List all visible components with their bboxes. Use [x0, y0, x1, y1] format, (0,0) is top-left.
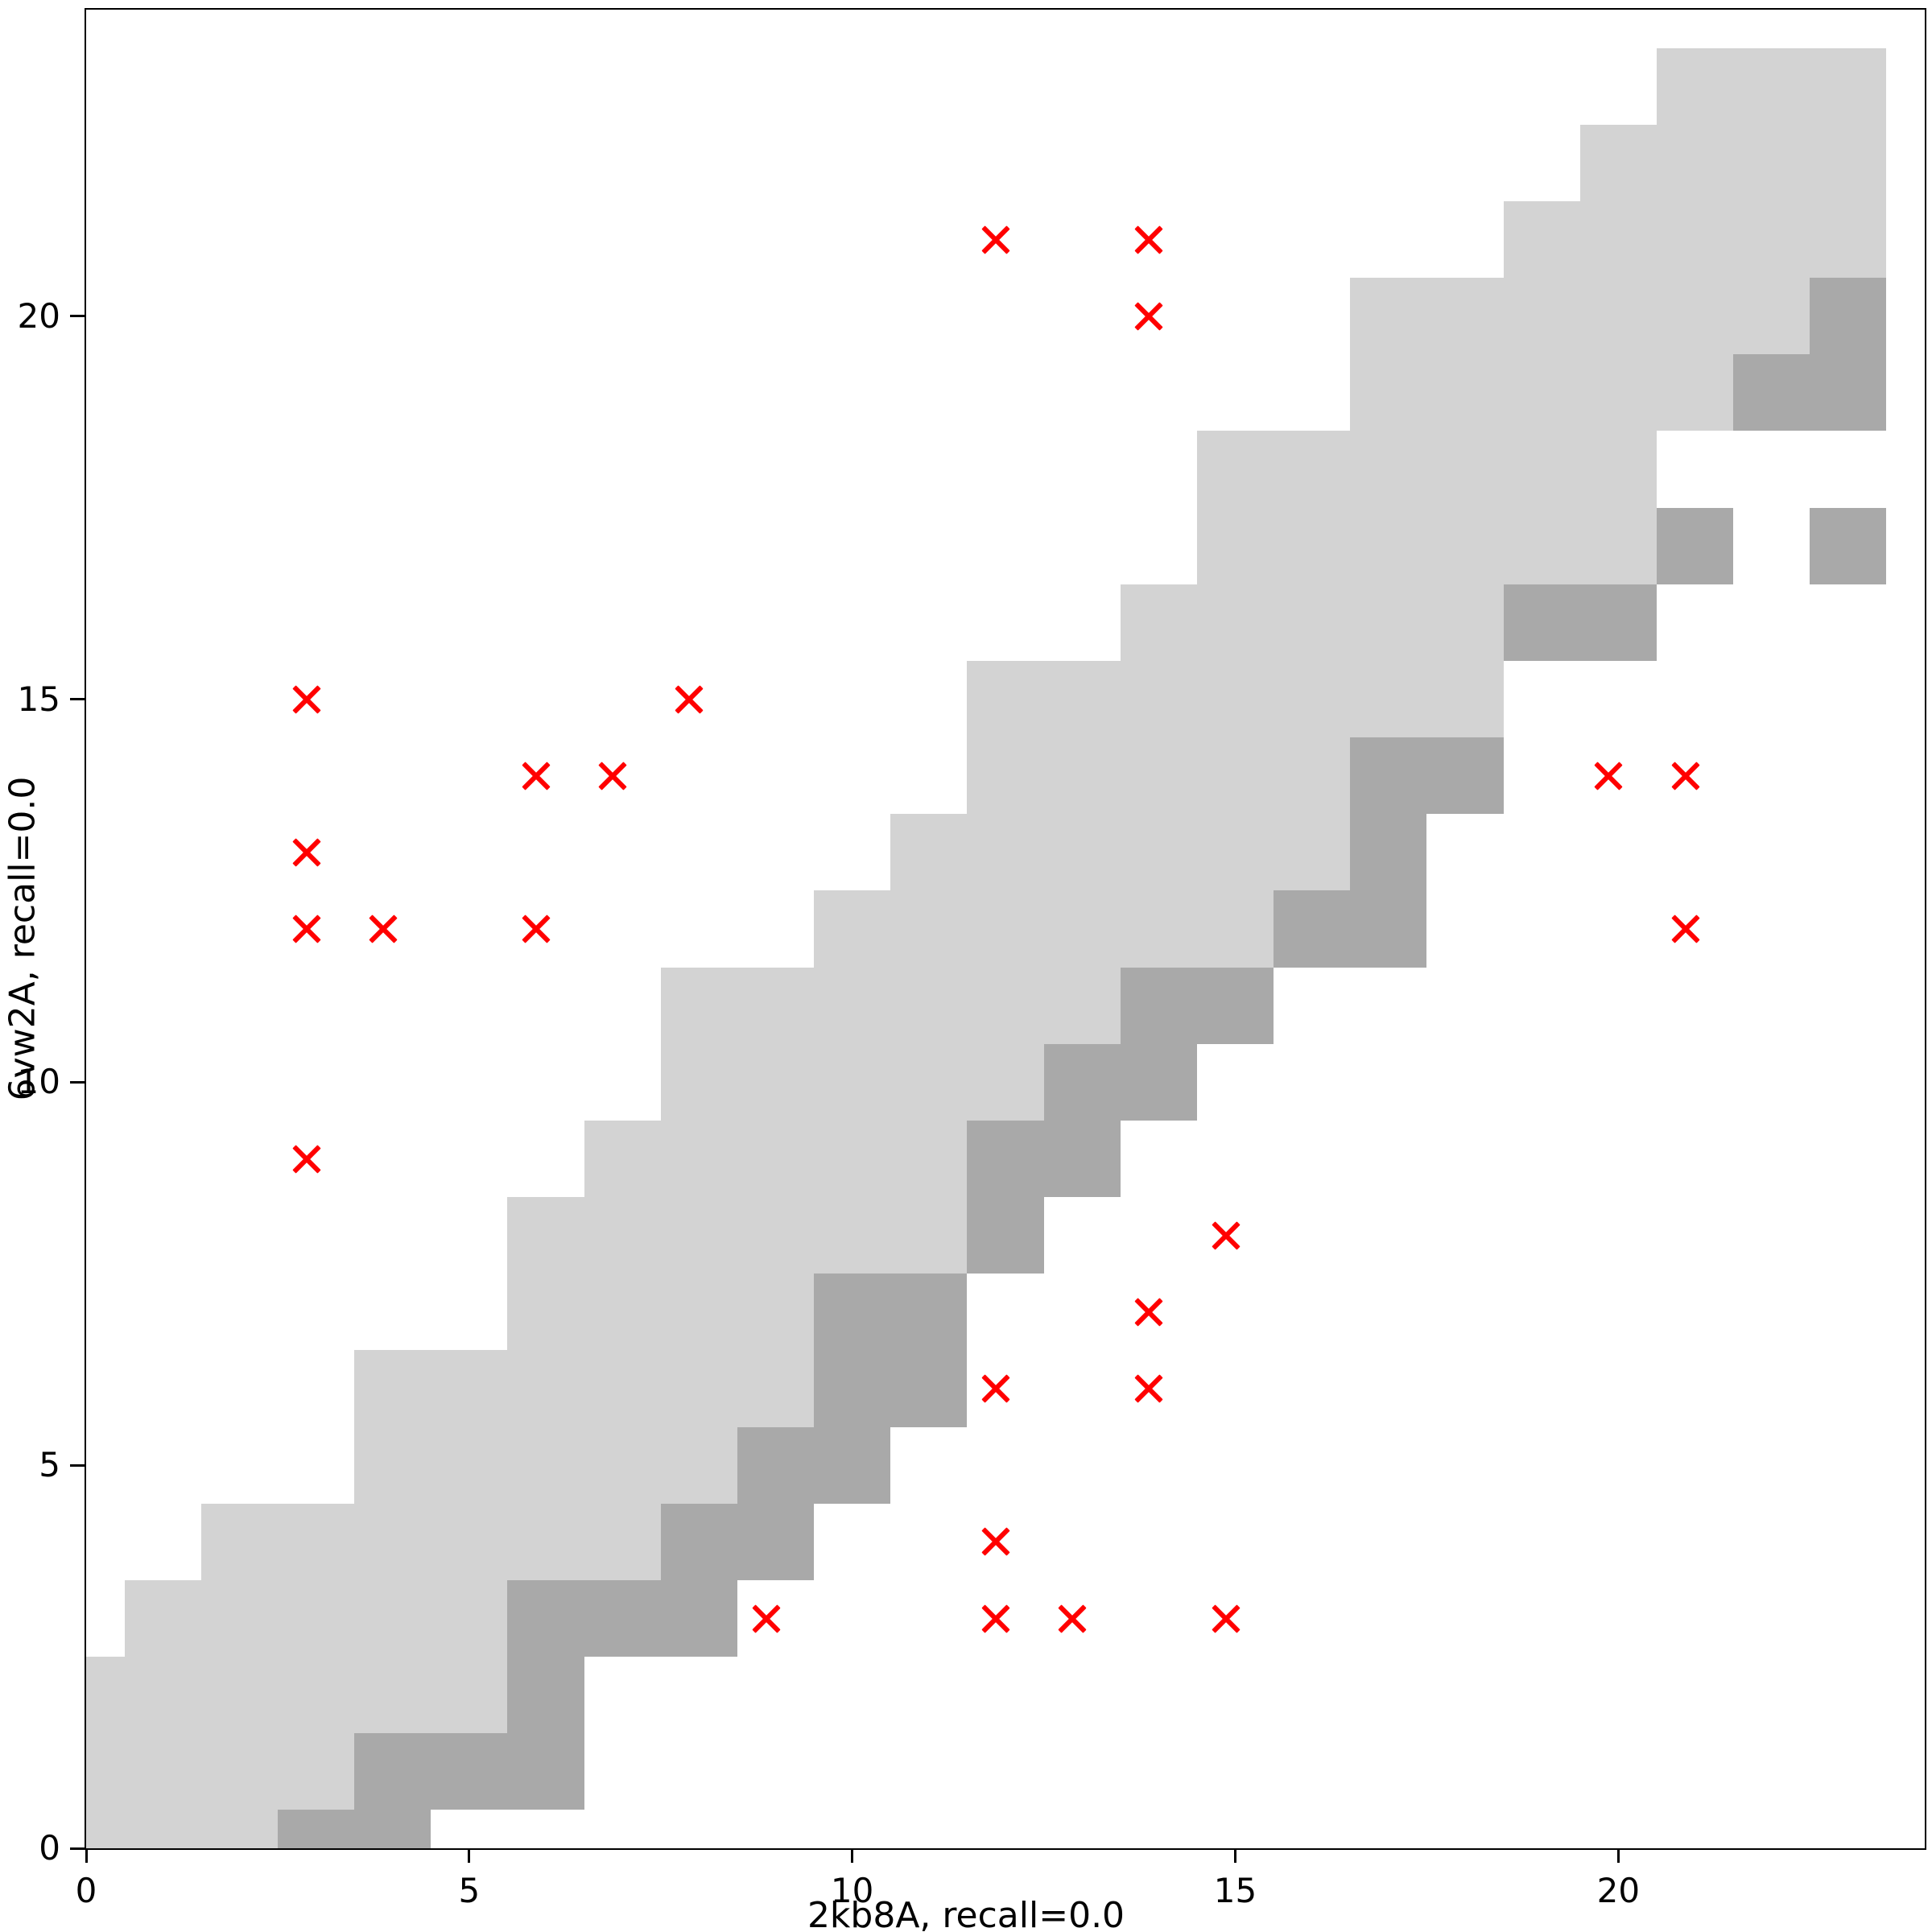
band-cell-dark: [277, 1810, 431, 1848]
x-marker: [598, 761, 627, 791]
band-cell-dark: [737, 1426, 891, 1504]
x-marker: [368, 914, 398, 943]
x-marker: [1134, 301, 1164, 331]
band-cell-dark: [660, 1503, 815, 1580]
band-cell-dark: [967, 1197, 1044, 1274]
band-cell-light: [890, 814, 1427, 891]
x-marker: [981, 1604, 1010, 1633]
plot-area: 0 5 10 15 20 0 5 10 15 20: [18, 8, 1926, 1908]
x-tick: [851, 1848, 854, 1863]
band-cell-dark: [1810, 278, 1887, 355]
band-cell-dark: [1733, 354, 1887, 431]
band-cell-dark: [507, 1579, 737, 1657]
x-tick: [1616, 1848, 1620, 1863]
y-tick-label: 15: [17, 679, 60, 719]
x-marker: [1058, 1604, 1087, 1633]
x-marker: [1134, 225, 1164, 254]
x-axis-label: 2kb8A, recall=0.0: [807, 1895, 1125, 1932]
x-tick-label: 10: [830, 1871, 874, 1910]
x-marker: [291, 684, 321, 714]
band-cell-dark: [1120, 967, 1274, 1044]
band-cell-light: [1196, 431, 1657, 508]
band-cell-dark: [967, 1120, 1121, 1198]
y-axis-label: 6vw2A, recall=0.0: [2, 776, 43, 1101]
x-marker: [1594, 761, 1624, 791]
y-tick: [70, 698, 85, 700]
band-cell-light: [507, 1197, 1044, 1274]
x-marker: [291, 914, 321, 943]
x-marker: [1211, 1220, 1241, 1250]
x-tick: [468, 1848, 471, 1863]
x-tick-label: 5: [458, 1871, 481, 1910]
band-cell-dark: [354, 1733, 584, 1810]
y-tick-label: 0: [39, 1828, 60, 1868]
band-cell-dark: [1350, 814, 1427, 891]
x-tick: [85, 1848, 88, 1863]
band-cell-light: [1656, 47, 1887, 125]
x-marker: [1211, 1604, 1241, 1633]
x-marker: [1134, 1374, 1164, 1403]
band-cell-dark: [814, 1274, 968, 1351]
x-marker: [522, 914, 551, 943]
x-marker: [1670, 761, 1700, 791]
x-marker: [291, 1144, 321, 1174]
x-marker: [522, 761, 551, 791]
band-cell-light: [1503, 200, 1887, 279]
y-tick-label: 10: [17, 1062, 60, 1102]
band-cell-dark: [507, 1657, 584, 1734]
x-marker: [675, 684, 704, 714]
x-marker: [981, 225, 1010, 254]
band-cell-dark: [814, 1350, 968, 1427]
band-cell-light: [967, 660, 1504, 738]
x-tick-label: 20: [1596, 1871, 1641, 1910]
x-marker: [981, 1374, 1010, 1403]
band-cell-dark: [1810, 507, 1887, 584]
x-marker: [751, 1604, 781, 1633]
band-cell-light: [86, 1657, 584, 1734]
band-cell-light: [1196, 507, 1734, 584]
x-marker: [291, 838, 321, 867]
band-cell-light: [1350, 278, 1887, 355]
x-tick-label: 0: [75, 1871, 97, 1910]
band-cell-dark: [1274, 890, 1427, 968]
band-cell-dark: [1043, 1043, 1197, 1121]
y-tick-label: 20: [17, 295, 60, 336]
y-tick-label: 5: [39, 1445, 60, 1485]
band-cell-light: [1579, 124, 1887, 201]
band-cell-dark: [1656, 507, 1734, 584]
x-tick-label: 15: [1213, 1871, 1257, 1910]
y-tick: [70, 1080, 85, 1084]
x-tick: [1234, 1848, 1236, 1863]
y-tick: [70, 1463, 85, 1467]
band-cell-dark: [1503, 584, 1657, 661]
y-tick: [70, 315, 85, 318]
x-marker: [981, 1527, 1010, 1557]
y-tick: [70, 1847, 85, 1850]
x-marker: [1134, 1298, 1164, 1327]
x-marker: [1670, 914, 1700, 943]
band-cell-dark: [1350, 737, 1504, 815]
